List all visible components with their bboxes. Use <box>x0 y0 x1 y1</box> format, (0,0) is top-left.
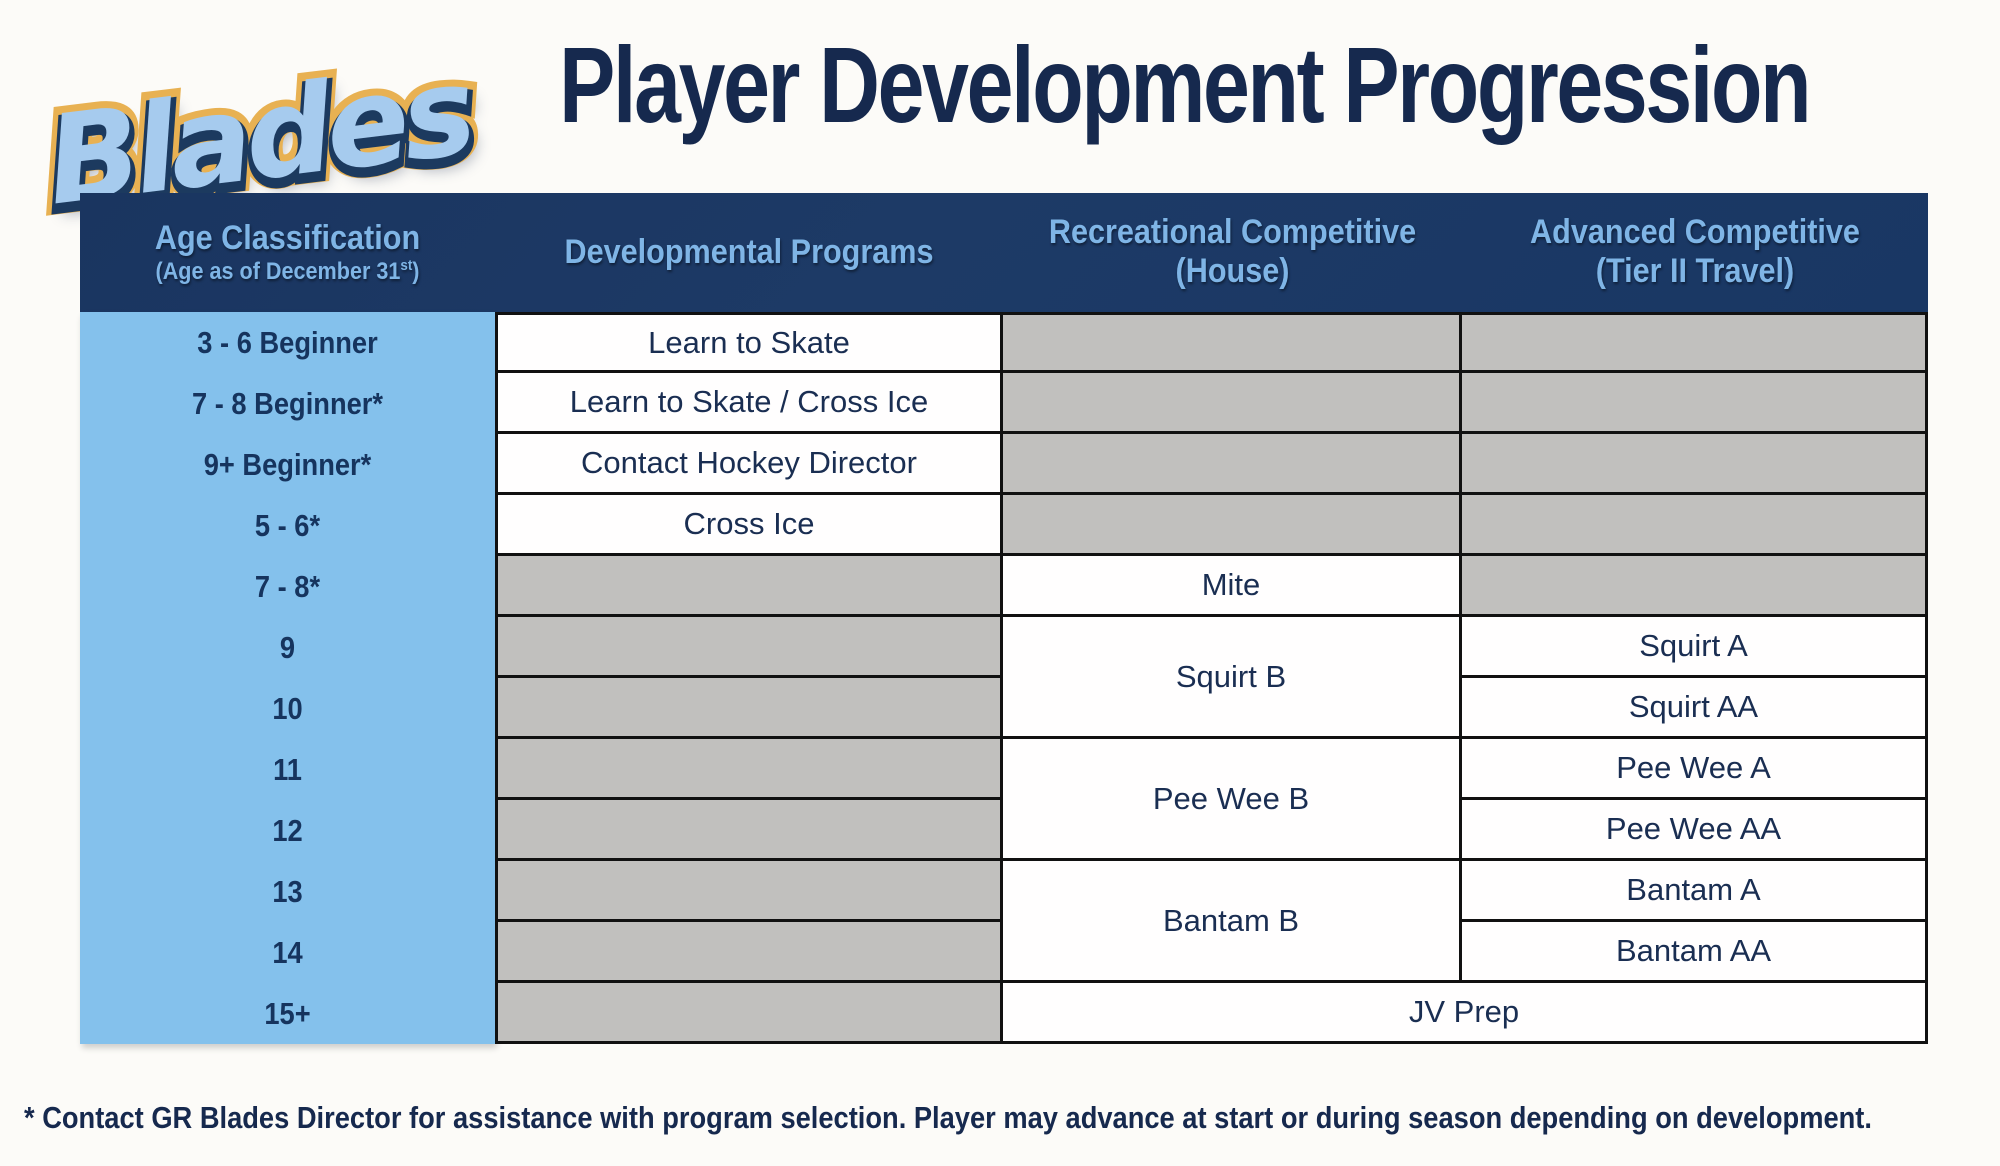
age-label: 7 - 8 Beginner* <box>191 385 384 421</box>
column-header-developmental-programs: Developmental Programs <box>520 193 977 312</box>
column-header-advanced-competitive: Advanced Competitive (Tier II Travel) <box>1485 193 1904 312</box>
header-age-title: Age Classification <box>154 218 421 257</box>
header-adv-title: Advanced Competitive <box>1530 213 1860 252</box>
empty-cell <box>1462 373 1928 434</box>
progression-table: Age Classification (Age as of December 3… <box>80 193 1928 1044</box>
cell-dev-cross-ice: Cross Ice <box>495 495 1003 556</box>
page-title: Player Development Progression <box>559 24 1811 145</box>
empty-cell <box>1462 495 1928 556</box>
empty-cell <box>495 617 1003 678</box>
age-label: 3 - 6 Beginner <box>197 324 378 360</box>
cell-dev-learn-to-skate: Learn to Skate <box>495 312 1003 373</box>
column-header-recreational-competitive: Recreational Competitive (House) <box>1026 193 1439 312</box>
cell-rec-bantam-b: Bantam B <box>1003 861 1462 983</box>
empty-cell <box>495 800 1003 861</box>
age-label: 11 <box>273 751 302 787</box>
empty-cell <box>495 739 1003 800</box>
header-adv-subtitle: (Tier II Travel) <box>1595 252 1795 290</box>
empty-cell <box>1462 312 1928 373</box>
cell-rec-mite: Mite <box>1003 556 1462 617</box>
table-body: 3 - 6 Beginner 7 - 8 Beginner* 9+ Beginn… <box>80 312 1928 1044</box>
age-label: 7 - 8* <box>254 568 321 604</box>
cell-adv-pee-wee-a: Pee Wee A <box>1462 739 1928 800</box>
header-rec-subtitle: (House) <box>1175 252 1290 290</box>
age-label: 9 <box>279 629 296 665</box>
empty-cell <box>495 922 1003 983</box>
age-label: 5 - 6* <box>254 507 321 543</box>
empty-cell <box>1003 495 1462 556</box>
cell-adv-squirt-a: Squirt A <box>1462 617 1928 678</box>
cell-dev-learn-to-skate-cross-ice: Learn to Skate / Cross Ice <box>495 373 1003 434</box>
header-age-subtitle: (Age as of December 31st) <box>155 258 420 286</box>
age-label: 13 <box>272 873 303 909</box>
empty-cell <box>495 678 1003 739</box>
cell-rec-pee-wee-b: Pee Wee B <box>1003 739 1462 861</box>
age-label: 10 <box>272 690 303 726</box>
header-dev-title: Developmental Programs <box>564 232 934 271</box>
empty-cell <box>495 983 1003 1044</box>
cell-dev-contact-hockey-director: Contact Hockey Director <box>495 434 1003 495</box>
cell-adv-squirt-aa: Squirt AA <box>1462 678 1928 739</box>
cell-adv-bantam-a: Bantam A <box>1462 861 1928 922</box>
cell-jv-prep: JV Prep <box>1003 983 1928 1044</box>
header-rec-title: Recreational Competitive <box>1048 213 1417 252</box>
age-label: 15+ <box>264 995 311 1031</box>
empty-cell <box>1003 373 1462 434</box>
age-label: 9+ Beginner* <box>203 446 372 482</box>
footnote: * Contact GR Blades Director for assista… <box>24 1100 1872 1135</box>
empty-cell <box>495 556 1003 617</box>
empty-cell <box>1462 556 1928 617</box>
age-classification-column: 3 - 6 Beginner 7 - 8 Beginner* 9+ Beginn… <box>80 312 495 1044</box>
empty-cell <box>1462 434 1928 495</box>
cell-adv-bantam-aa: Bantam AA <box>1462 922 1928 983</box>
age-label: 12 <box>272 812 303 848</box>
table-header: Age Classification (Age as of December 3… <box>80 193 1928 312</box>
column-header-age-classification: Age Classification (Age as of December 3… <box>101 193 475 312</box>
empty-cell <box>1003 312 1462 373</box>
age-label: 14 <box>272 934 303 970</box>
cell-adv-pee-wee-aa: Pee Wee AA <box>1462 800 1928 861</box>
empty-cell <box>1003 434 1462 495</box>
empty-cell <box>495 861 1003 922</box>
cell-rec-squirt-b: Squirt B <box>1003 617 1462 739</box>
